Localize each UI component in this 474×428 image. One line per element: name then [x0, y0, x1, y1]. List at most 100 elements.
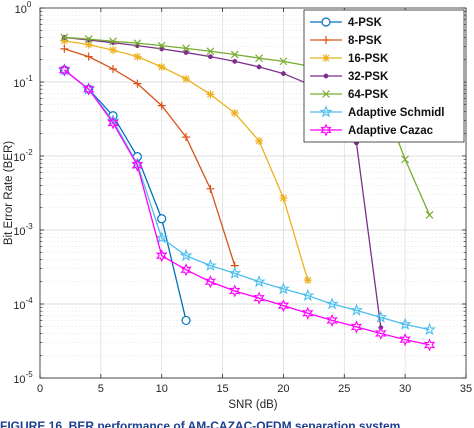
- data-point: [179, 248, 193, 262]
- data-point: [133, 79, 142, 88]
- legend-label: 32-PSK: [348, 71, 389, 83]
- data-point: [277, 299, 290, 313]
- data-point: [230, 50, 239, 59]
- data-point: [401, 155, 410, 164]
- legend-item: 16-PSK: [310, 53, 389, 65]
- y-tick-label: 10-4: [13, 296, 33, 312]
- data-point: [157, 62, 166, 71]
- x-tick-label: 30: [399, 383, 411, 395]
- data-point: [180, 263, 192, 277]
- data-point: [182, 44, 190, 53]
- data-point: [398, 317, 412, 330]
- data-point: [182, 74, 191, 83]
- series-line: [63, 69, 430, 346]
- data-point: [84, 40, 93, 49]
- legend-marker: [322, 36, 330, 44]
- series-5: [57, 63, 437, 336]
- x-tick-label: 10: [156, 383, 168, 395]
- data-point: [157, 101, 166, 110]
- data-point: [229, 284, 241, 298]
- data-point: [60, 36, 69, 45]
- data-point: [255, 136, 264, 145]
- plot-frame: [39, 7, 467, 379]
- data-point: [279, 57, 288, 66]
- data-point: [303, 276, 312, 285]
- data-point: [230, 109, 239, 118]
- y-tick-label: 100: [15, 0, 32, 16]
- data-point: [107, 116, 119, 130]
- y-tick-label: 10-5: [13, 370, 33, 386]
- data-point: [206, 47, 215, 56]
- legend-item: 64-PSK: [310, 89, 389, 101]
- data-point: [181, 315, 191, 326]
- data-point: [182, 133, 191, 142]
- x-tick-label: 35: [460, 383, 472, 395]
- data-point: [203, 258, 217, 272]
- legend-label: 64-PSK: [348, 89, 389, 101]
- data-point: [350, 320, 363, 334]
- legend-item: 8-PSK: [310, 35, 383, 47]
- series-1: [60, 44, 239, 270]
- data-point: [253, 291, 265, 305]
- legend-label: Adaptive Cazac: [348, 125, 434, 137]
- data-point: [206, 184, 215, 193]
- data-point: [326, 313, 338, 327]
- legend-marker: [322, 90, 330, 98]
- data-point: [159, 46, 165, 52]
- x-tick-label: 25: [338, 383, 350, 395]
- data-point: [155, 231, 169, 244]
- data-point: [349, 303, 363, 316]
- series-line: [63, 69, 430, 331]
- legend-label: 8-PSK: [348, 35, 383, 47]
- x-tick-label: 5: [98, 383, 104, 395]
- data-point: [252, 274, 266, 288]
- data-point: [206, 90, 215, 99]
- data-point: [60, 33, 69, 42]
- data-point: [156, 249, 168, 263]
- ber-chart: 0 5 10 15 20 25 30 35 10-5 10-4 10-3 10-2 10-1 100 SN…: [3, 0, 472, 411]
- legend-label: Adaptive Schmidl: [348, 107, 445, 119]
- legend-item: Adaptive Schmidl: [310, 105, 445, 119]
- data-point: [302, 306, 314, 320]
- data-point: [82, 82, 95, 96]
- legend-item: 4-PSK: [310, 17, 383, 29]
- data-point: [374, 310, 388, 323]
- legend-marker: [319, 105, 333, 118]
- series-6: [58, 63, 436, 352]
- y-tick-label: 10-1: [13, 74, 33, 90]
- data-point: [109, 64, 118, 73]
- data-point: [232, 58, 238, 64]
- data-point: [280, 71, 286, 77]
- data-point: [133, 39, 142, 48]
- data-point: [207, 54, 213, 60]
- x-tick-label: 0: [37, 383, 43, 395]
- data-point: [399, 333, 411, 347]
- data-point: [109, 37, 117, 46]
- y-tick-label: 10-2: [13, 148, 33, 164]
- tick-layer: 0 5 10 15 20 25 30 35 10-5 10-4 10-3 10-2 10-1 100: [13, 0, 472, 395]
- data-point: [84, 52, 93, 61]
- data-point: [133, 52, 142, 61]
- y-tick-label: 10-3: [13, 222, 33, 238]
- legend-marker: [321, 17, 331, 27]
- figure-caption: FIGURE 16. BER performance of AM-CAZAC-O…: [0, 419, 404, 428]
- series-2: [60, 36, 312, 285]
- data-point: [255, 54, 264, 63]
- data-point: [375, 326, 387, 341]
- legend-label: 4-PSK: [348, 17, 383, 29]
- data-point: [183, 50, 189, 56]
- data-point: [84, 35, 93, 44]
- data-point: [276, 282, 290, 295]
- data-point: [204, 275, 217, 289]
- series-line: [64, 48, 236, 266]
- data-point: [131, 158, 144, 172]
- data-point: [325, 297, 339, 310]
- legend-label: 16-PSK: [348, 53, 389, 65]
- data-point: [422, 322, 437, 336]
- data-point: [423, 338, 436, 352]
- data-point: [256, 64, 262, 70]
- data-point: [60, 44, 69, 53]
- data-point: [58, 63, 71, 77]
- data-point: [109, 46, 118, 55]
- legend-item: 32-PSK: [310, 71, 389, 83]
